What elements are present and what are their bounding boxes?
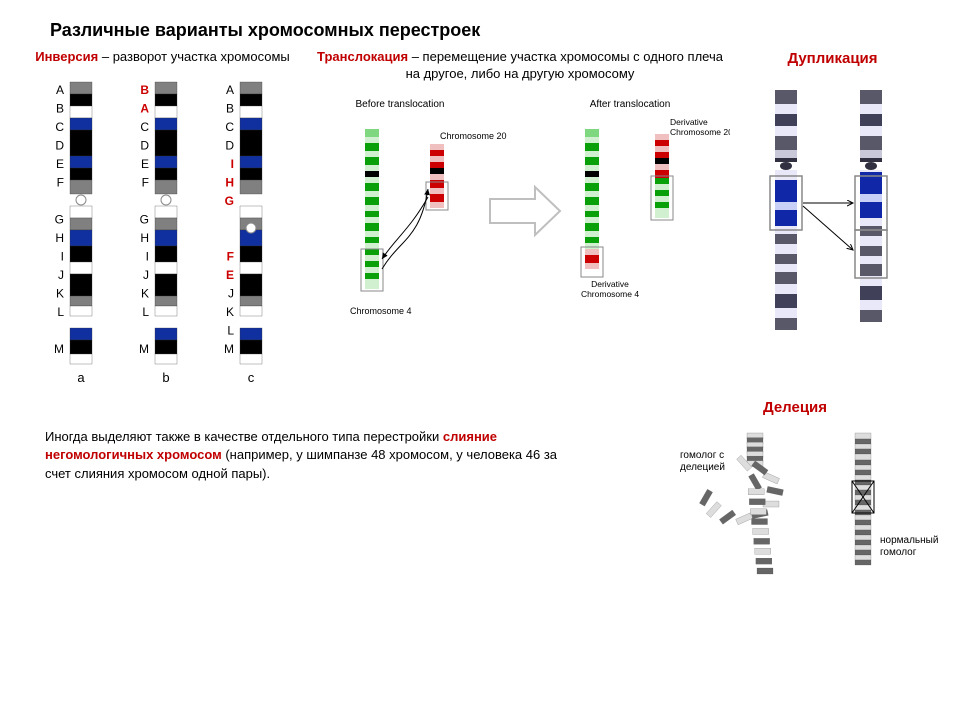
svg-text:H: H [140,231,149,245]
deletion-heading: Делеция [645,398,945,418]
svg-text:M: M [54,342,64,356]
svg-text:C: C [55,120,64,134]
svg-text:K: K [226,305,234,319]
bottom-note: Иногда выделяют также в качестве отдельн… [15,428,585,485]
duplication-heading: Дупликация [730,49,935,69]
svg-text:Chromosome 20: Chromosome 20 [670,127,730,137]
svg-text:гомолог с: гомолог с [680,450,724,461]
translocation-diagram: Before translocation After translocation C… [310,89,730,389]
svg-text:A: A [56,83,64,97]
svg-text:I: I [146,249,149,263]
svg-text:c: c [248,370,255,385]
svg-text:F: F [57,175,64,189]
svg-text:G: G [140,212,149,226]
svg-text:Chromosome 20: Chromosome 20 [440,131,507,141]
svg-text:B: B [226,101,234,115]
svg-text:H: H [55,231,64,245]
svg-text:Chromosome 4: Chromosome 4 [581,289,639,299]
deletion-diagram: гомолог сделецией нормальныйгомолог [645,423,945,593]
svg-text:a: a [77,370,85,385]
svg-text:делецией: делецией [680,462,725,473]
svg-text:нормальный: нормальный [880,535,938,546]
svg-text:J: J [228,286,234,300]
svg-text:L: L [142,305,149,319]
inversion-panel: Инверсия – разворот участка хромосомы AB… [15,49,310,415]
translocation-heading: Транслокация – перемещение участка хромо… [310,49,730,83]
duplication-panel: Дупликация [730,49,935,418]
svg-text:гомолог: гомолог [880,547,917,558]
duplication-diagram [730,75,930,415]
main-title: Различные варианты хромосомных перестрое… [50,20,945,41]
svg-text:D: D [140,138,149,152]
svg-text:H: H [225,175,234,189]
svg-text:After translocation: After translocation [590,99,671,110]
inversion-diagram: ABCDEFGHIJKLMaBACDEFGHIJKLMbABCDIHGFEJKL… [15,72,290,412]
svg-text:b: b [162,370,169,385]
svg-text:I: I [231,157,234,171]
svg-text:D: D [225,138,234,152]
svg-text:I: I [61,249,64,263]
svg-text:Derivative: Derivative [670,117,708,127]
svg-text:C: C [225,120,234,134]
svg-text:F: F [227,249,234,263]
translocation-panel: Транслокация – перемещение участка хромо… [310,49,730,392]
svg-text:J: J [58,268,64,282]
svg-text:E: E [226,268,234,282]
svg-text:L: L [57,305,64,319]
svg-text:A: A [140,101,149,115]
svg-text:D: D [55,138,64,152]
svg-text:G: G [225,194,234,208]
svg-text:B: B [140,83,149,97]
svg-text:Before translocation: Before translocation [356,99,445,110]
svg-text:K: K [141,286,149,300]
svg-text:M: M [139,342,149,356]
svg-text:K: K [56,286,64,300]
svg-text:E: E [56,157,64,171]
svg-text:A: A [226,83,234,97]
svg-text:F: F [142,175,149,189]
svg-text:Chromosome 4: Chromosome 4 [350,306,412,316]
svg-text:J: J [143,268,149,282]
svg-text:L: L [227,323,234,337]
svg-text:B: B [56,101,64,115]
deletion-panel: Делеция гомолог сделециейнормальныйгомол… [645,428,945,597]
inversion-heading: Инверсия – разворот участка хромосомы [15,49,310,66]
svg-text:C: C [140,120,149,134]
svg-text:Derivative: Derivative [591,279,629,289]
svg-text:E: E [141,157,149,171]
svg-text:M: M [224,342,234,356]
svg-text:G: G [55,212,64,226]
